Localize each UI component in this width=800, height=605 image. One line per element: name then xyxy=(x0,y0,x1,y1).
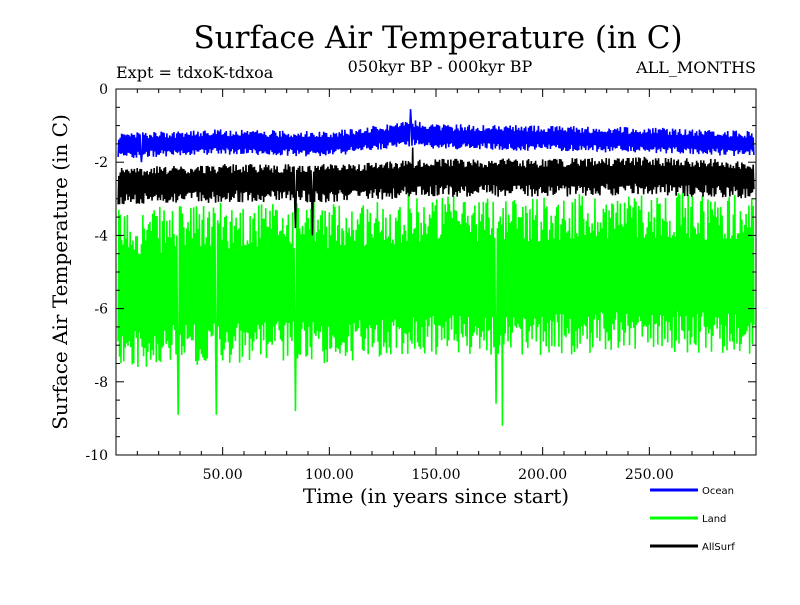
x-tick-label: 250.00 xyxy=(625,467,674,483)
x-axis-label: Time (in years since start) xyxy=(303,484,569,508)
x-axis: 50.00 100.00 150.00 200.00 250.00 xyxy=(136,89,736,483)
chart-title: Surface Air Temperature (in C) xyxy=(193,20,682,56)
y-tick-label: -2 xyxy=(94,155,108,171)
experiment-label: Expt = tdxoK-tdxoa xyxy=(116,63,274,82)
legend: Ocean Land AllSurf xyxy=(650,486,735,553)
y-tick-label: 0 xyxy=(99,82,108,98)
months-label: ALL_MONTHS xyxy=(635,58,756,77)
series-line-allsurf xyxy=(117,147,755,236)
x-tick-label: 50.00 xyxy=(203,467,243,483)
legend-label-ocean: Ocean xyxy=(702,486,734,497)
plot-area xyxy=(117,109,755,426)
x-tick-label: 200.00 xyxy=(518,467,567,483)
period-label: 050kyr BP - 000kyr BP xyxy=(348,57,533,76)
legend-label-allsurf: AllSurf xyxy=(702,542,735,553)
y-tick-label: -4 xyxy=(94,228,108,244)
legend-label-land: Land xyxy=(702,514,726,525)
y-axis: 0 -2 -4 -6 -8 -10 xyxy=(85,82,756,464)
x-tick-label: 100.00 xyxy=(305,467,354,483)
series-line-ocean xyxy=(117,109,755,163)
series-line-land xyxy=(117,173,755,426)
y-tick-label: -8 xyxy=(94,375,108,391)
y-axis-label: Surface Air Temperature (in C) xyxy=(48,114,72,430)
y-tick-label: -10 xyxy=(85,448,108,464)
x-tick-label: 150.00 xyxy=(412,467,461,483)
y-tick-label: -6 xyxy=(94,302,108,318)
